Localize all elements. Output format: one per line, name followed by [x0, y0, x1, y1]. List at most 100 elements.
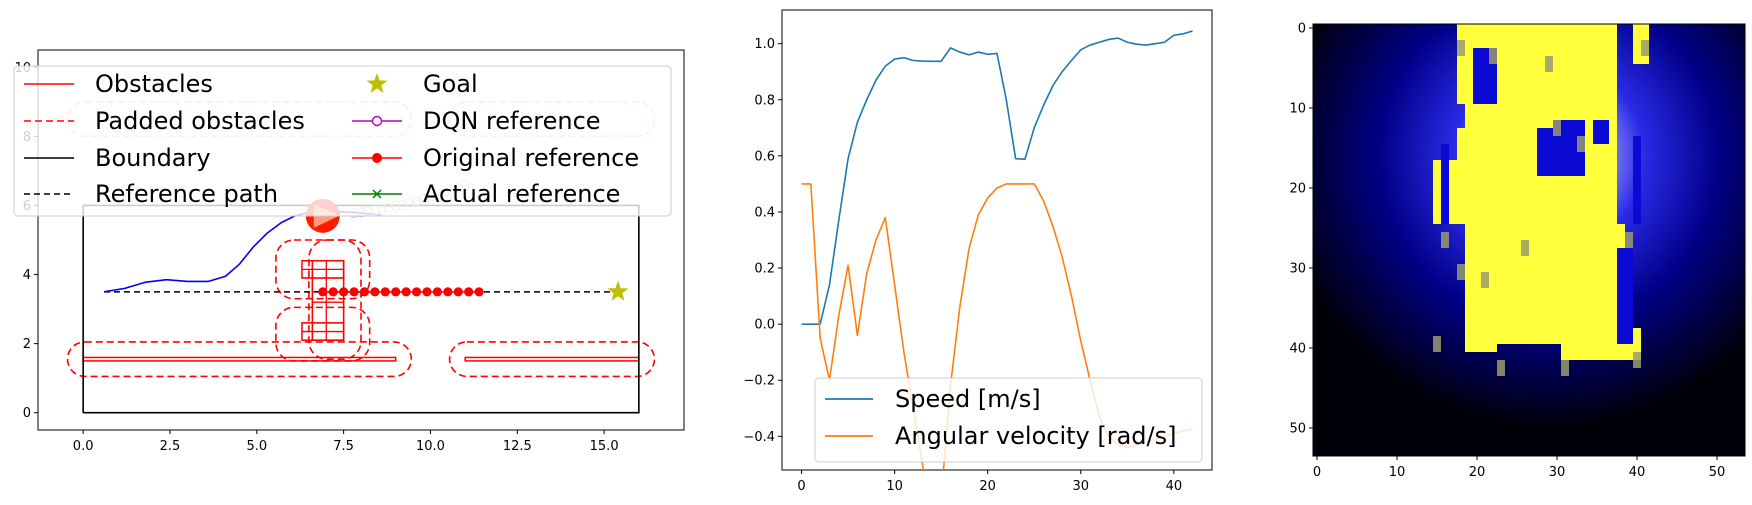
- legend-dqn-marker: [371, 115, 383, 127]
- heatmap-edge-cell: [1457, 40, 1465, 56]
- legend-label: Goal: [423, 70, 478, 98]
- legend-actual-marker: [372, 189, 382, 199]
- original-reference-point: [339, 287, 349, 297]
- legend-label: Padded obstacles: [95, 107, 305, 135]
- heatmap-edge-cell: [1521, 240, 1529, 256]
- velocity-panel: 0 10 20 30 40 −0.4 −0.2 0.0 0.2 0.4 0.6 0.8 1.0 Spee…: [743, 9, 1213, 494]
- x-tick-label: 0: [1313, 465, 1321, 480]
- x-tick-label: 0.0: [73, 439, 94, 454]
- heatmap-edge-cell: [1553, 120, 1561, 136]
- legend-label: DQN reference: [423, 107, 601, 135]
- y-tick-label: 1.0: [754, 37, 775, 52]
- y-tick-label: 0.4: [754, 205, 775, 220]
- y-tick-label: −0.2: [743, 374, 775, 389]
- x-tick-label: 0: [797, 479, 805, 494]
- heatmap-low-region: [1537, 128, 1553, 176]
- x-tick-label: 40: [1166, 479, 1183, 494]
- x-tick-label: 30: [1072, 479, 1089, 494]
- original-reference-point: [328, 287, 338, 297]
- heatmap-edge-cell: [1633, 352, 1641, 368]
- x-tick-label: 10: [886, 479, 903, 494]
- speed-line: [801, 30, 1193, 325]
- y-tick-label: 40: [1289, 342, 1306, 357]
- original-reference-point: [380, 287, 390, 297]
- goal-marker: [607, 280, 629, 301]
- x-tick-label: 20: [1469, 465, 1486, 480]
- original-reference-point: [474, 287, 484, 297]
- heatmap-high-region: [1609, 104, 1617, 224]
- original-reference-point: [464, 287, 474, 297]
- y-tick-label: 4: [23, 268, 31, 283]
- heatmap-edge-cell: [1481, 272, 1489, 288]
- x-tick-label: 40: [1629, 465, 1646, 480]
- heatmap-edge-cell: [1561, 360, 1569, 376]
- heatmap-edge-cell: [1577, 136, 1585, 152]
- heatmap-edge-cell: [1625, 232, 1633, 248]
- heatmap-axes-frame: [1312, 23, 1746, 457]
- y-tick-label: 0.2: [754, 262, 775, 277]
- original-reference-point: [318, 287, 328, 297]
- original-reference-point: [391, 287, 401, 297]
- heatmap-high-region: [1521, 104, 1609, 120]
- y-tick-label: 20: [1289, 182, 1306, 197]
- heatmap-edge-cell: [1641, 40, 1649, 56]
- x-tick-label: 7.5: [333, 439, 354, 454]
- map-panel: 0.02.55.07.510.012.515.00246810 Obstacle…: [13, 49, 685, 454]
- heatmap-edge-cell: [1441, 232, 1449, 248]
- heatmap-edge-cell: [1489, 48, 1497, 64]
- original-reference-point: [370, 287, 380, 297]
- heatmap-low-region: [1633, 136, 1641, 224]
- legend-original-marker: [372, 153, 382, 163]
- y-tick-label: 10: [1289, 102, 1306, 117]
- padded-obstacle: [448, 341, 656, 378]
- original-reference-point: [411, 287, 422, 297]
- legend-box: [814, 377, 1203, 463]
- y-tick-label: 0.8: [754, 93, 775, 108]
- x-tick-label: 2.5: [160, 439, 181, 454]
- legend-box: [13, 65, 672, 217]
- legend-goal-swatch: [366, 73, 388, 93]
- heatmap-edge-cell: [1497, 360, 1505, 376]
- heatmap-low-region: [1617, 248, 1633, 344]
- y-tick-label: 0: [1298, 22, 1306, 37]
- map-legend: Obstacles Padded obstacles Boundary Referen…: [13, 65, 672, 217]
- y-tick-label: −0.4: [743, 430, 775, 445]
- original-reference-point: [359, 287, 370, 297]
- original-reference-point: [349, 287, 359, 297]
- y-tick-label: 30: [1289, 262, 1306, 277]
- heatmap-panel: 0 10 20 30 40 50 0 10 20 30 40 50: [1289, 22, 1746, 480]
- padded-obstacle: [275, 239, 371, 300]
- y-tick-label: 50: [1289, 422, 1306, 437]
- heatmap-edge-cell: [1457, 264, 1465, 280]
- legend-label: Actual reference: [423, 180, 620, 208]
- heatmap-edge-cell: [1545, 56, 1553, 72]
- x-tick-label: 12.5: [503, 439, 532, 454]
- y-tick-label: 0.0: [754, 318, 775, 333]
- legend-label: Obstacles: [95, 70, 213, 98]
- legend-label: Reference path: [95, 180, 278, 208]
- original-reference-point: [443, 287, 453, 297]
- heatmap-low-region: [1593, 120, 1609, 144]
- x-tick-label: 10.0: [416, 439, 445, 454]
- original-reference-point: [453, 287, 463, 297]
- x-tick-label: 5.0: [246, 439, 267, 454]
- y-tick-label: 0.6: [754, 149, 775, 164]
- original-reference-point: [432, 287, 443, 297]
- legend-label: Angular velocity [rad/s]: [895, 422, 1177, 450]
- padded-obstacle: [66, 341, 413, 378]
- heatmap-high-region: [1465, 240, 1497, 352]
- original-reference-point: [401, 287, 411, 297]
- heatmap-edge-cell: [1433, 336, 1441, 352]
- x-tick-label: 30: [1549, 465, 1566, 480]
- y-tick-label: 2: [23, 337, 31, 352]
- legend-label: Original reference: [423, 144, 639, 172]
- legend-label: Boundary: [95, 144, 211, 172]
- x-tick-label: 50: [1709, 465, 1726, 480]
- x-tick-label: 20: [979, 479, 996, 494]
- velocity-legend: Speed [m/s] Angular velocity [rad/s]: [814, 377, 1203, 463]
- legend-label: Speed [m/s]: [895, 385, 1041, 413]
- original-reference-point: [422, 287, 432, 297]
- x-tick-label: 15.0: [590, 439, 619, 454]
- heatmap-high-region: [1457, 128, 1465, 224]
- x-tick-label: 10: [1389, 465, 1406, 480]
